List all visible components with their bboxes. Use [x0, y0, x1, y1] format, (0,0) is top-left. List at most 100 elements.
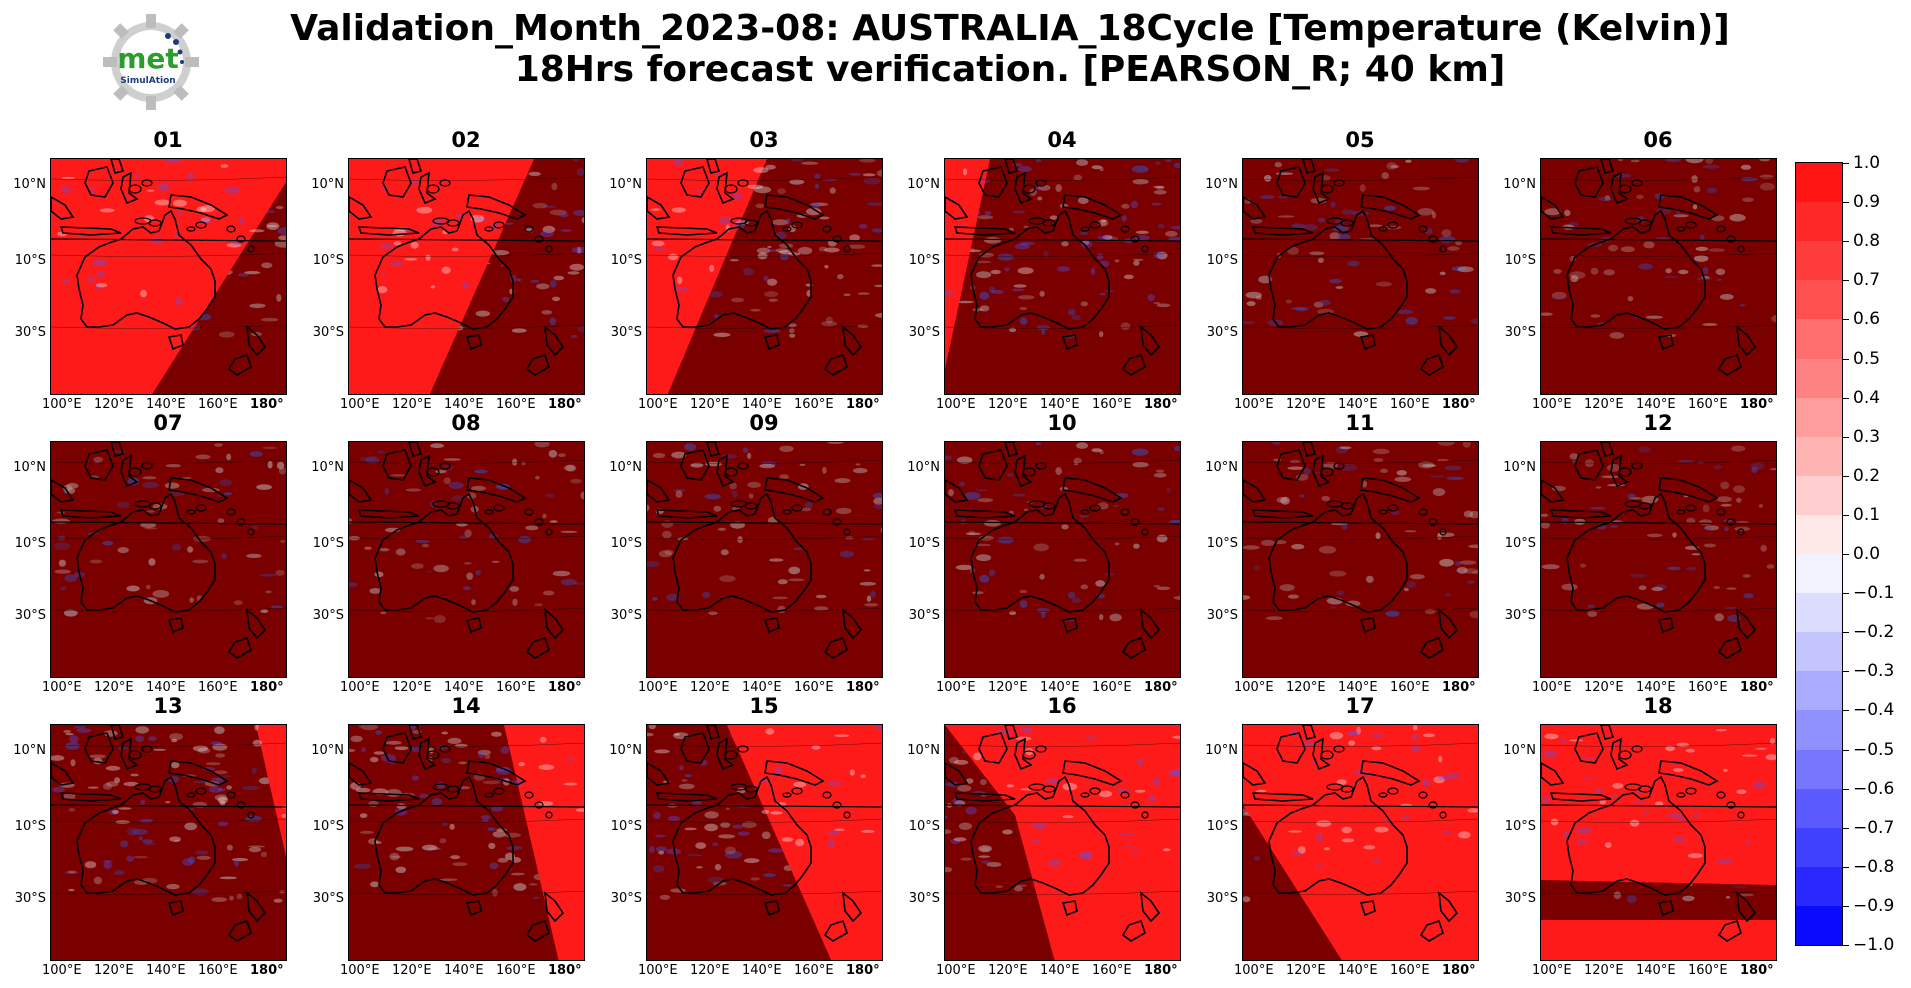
speckle-bright [719, 216, 731, 225]
graticule-line [1243, 607, 1478, 612]
longitude-label: 100°E [936, 963, 976, 978]
speckle [471, 599, 476, 606]
longitude-label: 180° [1740, 397, 1774, 412]
speckle [369, 588, 381, 594]
coastline [349, 196, 373, 220]
graticule-line [945, 176, 1180, 181]
speckle-bright [1011, 288, 1025, 292]
speckle [1280, 496, 1290, 505]
speckle-bright [518, 762, 525, 767]
speckle [525, 525, 539, 531]
speckle [148, 558, 156, 566]
speckle [548, 450, 558, 458]
speckle-bright [1048, 859, 1061, 867]
island-outline [1378, 226, 1388, 232]
speckle [1417, 208, 1434, 216]
island-outline [226, 225, 236, 233]
speckle-bright [118, 807, 132, 810]
speckle-bright [488, 842, 496, 850]
longitude-label: 100°E [1234, 680, 1274, 695]
colorbar-segment [1796, 671, 1842, 711]
speckle [1067, 308, 1076, 316]
speckle [171, 543, 182, 551]
speckle [1091, 165, 1102, 170]
island-outline [1676, 226, 1686, 232]
speckle [1341, 523, 1348, 530]
coastline [1276, 732, 1306, 764]
speckle [1019, 306, 1028, 311]
speckle [1620, 246, 1635, 253]
speckle [1341, 209, 1357, 215]
colorbar-segment [1796, 905, 1842, 946]
speckle [1336, 233, 1351, 241]
speckle-bright [671, 207, 686, 213]
speckle [743, 267, 754, 276]
speckle [1362, 480, 1367, 488]
speckle-bright [147, 189, 155, 192]
speckle [152, 590, 170, 598]
speckle [958, 481, 966, 487]
island-outline [832, 518, 842, 526]
speckle [459, 786, 471, 790]
graticule-line [647, 176, 882, 181]
colorbar-tick-label: −0.2 [1853, 622, 1895, 643]
coastline [1139, 325, 1161, 357]
speckle [1245, 291, 1262, 299]
island-outline [1089, 221, 1101, 229]
speckle [1468, 544, 1478, 549]
speckle [1409, 574, 1425, 580]
speckle-bright [765, 164, 776, 170]
speckle [1317, 257, 1324, 263]
speckle [1711, 215, 1725, 222]
speckle [1626, 895, 1637, 904]
coastline [465, 334, 482, 351]
coastline [84, 449, 114, 481]
longitude-label: 120°E [94, 397, 134, 412]
speckle [768, 298, 778, 302]
speckle [1691, 553, 1701, 556]
panel-title: 17 [1345, 694, 1375, 718]
speckle [1156, 586, 1171, 591]
coastline [763, 334, 780, 351]
boundary-line [349, 521, 584, 525]
coastline [764, 760, 825, 786]
speckle [1449, 289, 1461, 294]
speckle [503, 832, 521, 838]
speckle [1243, 545, 1260, 550]
speckle-bright [1665, 745, 1675, 752]
speckle [1099, 331, 1104, 338]
speckle-bright [1162, 848, 1171, 852]
speckle [213, 770, 228, 775]
speckle [724, 850, 743, 859]
coastline [1014, 737, 1033, 771]
speckle-bright [182, 858, 194, 866]
coastline [953, 509, 1016, 519]
island-outline [1737, 811, 1745, 819]
island-outline [426, 184, 440, 194]
colorbar-tick [1843, 905, 1849, 907]
speckle [422, 543, 429, 548]
coastline [1574, 732, 1604, 764]
speckle [261, 262, 273, 269]
speckle [221, 775, 232, 778]
speckle [415, 539, 430, 544]
speckle-bright [674, 733, 680, 736]
latitude-label: 10°N [13, 743, 46, 758]
island-outline [446, 502, 460, 510]
speckle [1157, 224, 1165, 228]
speckle [1017, 295, 1035, 300]
speckle [62, 871, 80, 875]
speckle [1286, 299, 1292, 304]
speckle [874, 284, 882, 288]
speckle [1253, 565, 1261, 571]
coastline [1359, 900, 1376, 917]
coastline [76, 492, 216, 613]
speckle [534, 442, 550, 448]
speckle [1439, 558, 1454, 567]
speckle [1740, 164, 1752, 170]
island-outline [493, 504, 505, 512]
longitude-label: 160°E [794, 963, 834, 978]
speckle-bright [651, 240, 665, 247]
speckle-bright [990, 269, 1001, 275]
colorbar-segment [1796, 554, 1842, 594]
